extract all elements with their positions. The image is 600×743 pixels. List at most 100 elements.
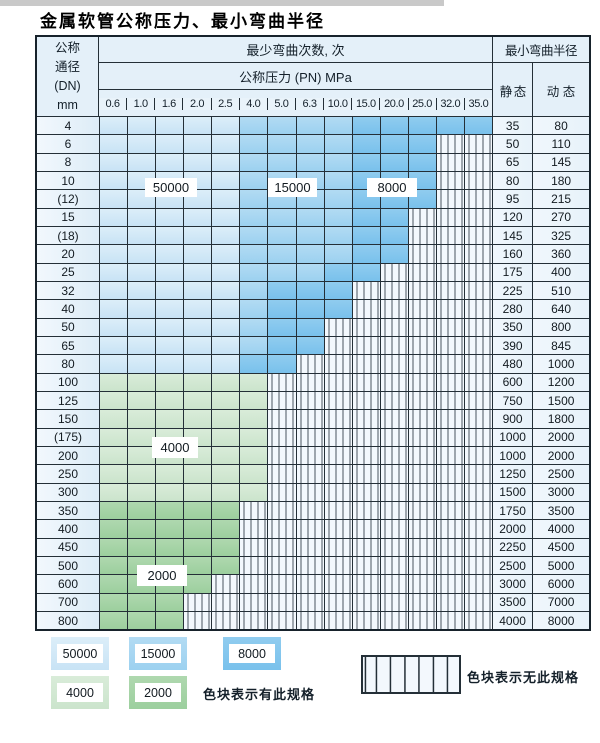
spec-cell-50000-cycles (99, 153, 128, 171)
static-radius-cell: 2000 (492, 520, 533, 538)
legend-swatch-50000: 50000 (51, 637, 109, 670)
spec-cell-50000-cycles (183, 245, 212, 263)
min-bend-radius-header: 最小弯曲半径 (492, 37, 589, 63)
dn-column-header: 公称 通径 (DN) mm (37, 37, 99, 117)
dynamic-radius-cell: 400 (532, 263, 590, 281)
no-spec-cell (295, 428, 324, 446)
no-spec-cell (464, 208, 493, 226)
spec-cell-4000-cycles (239, 483, 268, 501)
no-spec-cell (295, 501, 324, 520)
cycle-count-label: 4000 (152, 437, 198, 458)
legend-swatch-8000: 8000 (223, 637, 281, 670)
spec-cell-15000-cycles (323, 226, 352, 245)
spec-cell-15000-cycles (295, 263, 324, 281)
no-spec-cell (407, 300, 436, 318)
spec-cell-50000-cycles (99, 245, 128, 263)
no-spec-cell (464, 300, 493, 318)
table-row: 150 900 1800 (37, 409, 590, 428)
spec-cell-15000-cycles (267, 226, 296, 245)
static-radius-cell: 600 (492, 373, 533, 391)
no-spec-cell (464, 245, 493, 263)
table-row: 4 35 80 (37, 117, 590, 135)
no-spec-cell (267, 483, 296, 501)
no-spec-cell (464, 465, 493, 483)
spec-cell-4000-cycles (183, 391, 212, 410)
no-spec-cell (323, 611, 352, 630)
spec-cell-15000-cycles (239, 226, 268, 245)
no-spec-cell (407, 465, 436, 483)
cycle-count-label: 2000 (137, 565, 187, 586)
no-spec-cell (295, 355, 324, 373)
no-spec-cell (351, 410, 380, 428)
dynamic-radius-cell: 800 (532, 318, 590, 336)
spec-cell-50000-cycles (127, 245, 156, 263)
dn-cell: 200 (37, 446, 99, 465)
static-radius-cell: 480 (492, 355, 533, 373)
no-spec-cell (323, 446, 352, 465)
pressure-column-header: 32.0 (435, 97, 464, 110)
spec-cell-15000-cycles (323, 171, 352, 190)
spec-cell-2000-cycles (127, 593, 156, 611)
no-spec-cell (295, 538, 324, 556)
no-spec-cell (407, 556, 436, 575)
dynamic-radius-cell: 3500 (532, 501, 590, 520)
table-row: 600 3000 6000 (37, 574, 590, 593)
static-radius-cell: 1000 (492, 446, 533, 465)
legend-swatch-2000: 2000 (129, 676, 187, 709)
spec-cell-2000-cycles (99, 575, 128, 593)
spec-cell-8000-cycles (407, 135, 436, 153)
dn-cell: 500 (37, 556, 99, 575)
spec-cell-2000-cycles (99, 556, 128, 575)
spec-cell-50000-cycles (127, 208, 156, 226)
spec-cell-50000-cycles (99, 336, 128, 355)
spec-cell-4000-cycles (127, 410, 156, 428)
dn-cell: 300 (37, 483, 99, 501)
spec-cell-8000-cycles (267, 336, 296, 355)
spec-cell-50000-cycles (183, 263, 212, 281)
table-row: 500 2500 5000 (37, 555, 590, 575)
no-spec-cell (267, 410, 296, 428)
no-spec-cell (211, 611, 240, 630)
spec-cell-2000-cycles (127, 501, 156, 520)
no-spec-cell (351, 355, 380, 373)
static-radius-cell: 900 (492, 410, 533, 428)
no-spec-cell (435, 355, 465, 373)
spec-cell-4000-cycles (211, 373, 240, 391)
no-spec-cell (407, 263, 436, 281)
spec-cell-50000-cycles (155, 318, 184, 336)
no-spec-cell (351, 465, 380, 483)
table-row: 20 160 360 (37, 244, 590, 263)
spec-cell-15000-cycles (323, 135, 352, 153)
spec-cell-50000-cycles (127, 300, 156, 318)
dn-cell: 800 (37, 611, 99, 630)
no-spec-cell (211, 593, 240, 611)
table-row: 80 480 1000 (37, 354, 590, 373)
spec-cell-2000-cycles (183, 575, 212, 593)
spec-cell-4000-cycles (99, 410, 128, 428)
no-spec-cell (407, 245, 436, 263)
spec-cell-50000-cycles (99, 135, 128, 153)
spec-cell-8000-cycles (295, 336, 324, 355)
no-spec-cell (351, 538, 380, 556)
no-spec-cell (323, 483, 352, 501)
no-spec-cell (407, 575, 436, 593)
dn-header-line: 通径 (54, 60, 80, 74)
spec-cell-4000-cycles (239, 373, 268, 391)
dn-cell: 40 (37, 300, 99, 318)
no-spec-cell (435, 538, 465, 556)
no-spec-cell (407, 226, 436, 245)
no-spec-cell (379, 465, 408, 483)
dn-cell: 600 (37, 575, 99, 593)
spec-cell-4000-cycles (183, 483, 212, 501)
no-spec-cell (323, 465, 352, 483)
static-radius-cell: 1500 (492, 483, 533, 501)
pressure-column-header: 0.6 (99, 97, 127, 110)
no-spec-cell (435, 300, 465, 318)
spec-cell-50000-cycles (99, 281, 128, 300)
spec-cell-50000-cycles (183, 117, 212, 135)
no-spec-cell (351, 391, 380, 410)
spec-cell-50000-cycles (211, 263, 240, 281)
spec-cell-8000-cycles (407, 153, 436, 171)
spec-cell-8000-cycles (351, 153, 380, 171)
